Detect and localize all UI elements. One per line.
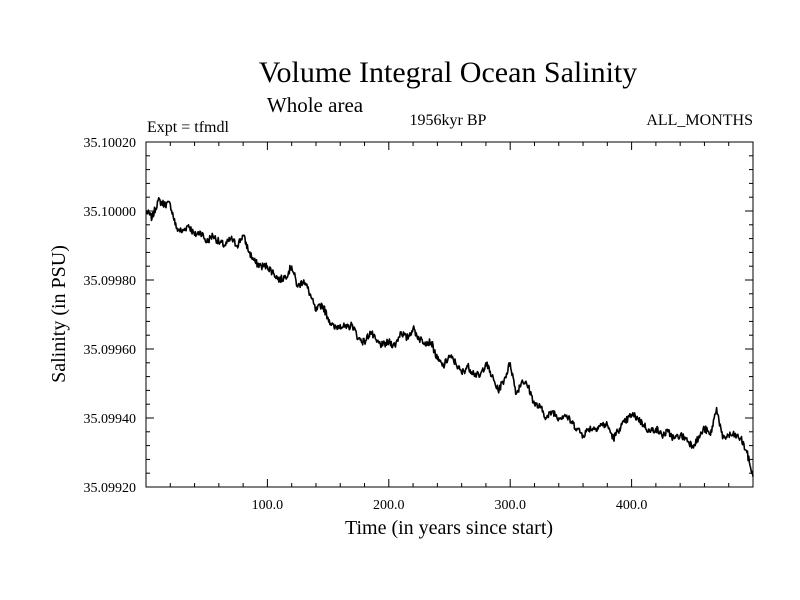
epoch-label: 1956kyr BP <box>410 112 487 129</box>
x-tick-label: 400.0 <box>616 498 648 513</box>
y-tick-label: 35.09940 <box>84 412 137 427</box>
y-axis-label: Salinity (in PSU) <box>48 245 70 383</box>
x-axis-label: Time (in years since start) <box>345 517 553 539</box>
x-tick-label: 100.0 <box>252 498 284 513</box>
x-axis-ticks: 100.0 200.0 300.0 400.0 <box>169 142 730 513</box>
y-axis-ticks: 35.09920 35.09940 35.09960 35.09980 35.10000… <box>84 136 753 496</box>
y-tick-label: 35.09960 <box>84 343 137 358</box>
months-label: ALL_MONTHS <box>646 112 753 129</box>
x-tick-label: 300.0 <box>494 498 526 513</box>
chart-subtitle: Whole area <box>267 93 364 117</box>
x-tick-label: 200.0 <box>373 498 405 513</box>
y-tick-label: 35.09920 <box>84 481 137 496</box>
y-tick-label: 35.10020 <box>84 136 137 151</box>
y-tick-label: 35.10000 <box>84 205 137 220</box>
y-tick-label: 35.09980 <box>84 274 137 289</box>
series-line-salinity <box>145 197 754 477</box>
chart-title: Volume Integral Ocean Salinity <box>259 56 638 89</box>
plot-frame <box>145 141 754 488</box>
experiment-label: Expt = tfmdl <box>147 119 229 136</box>
